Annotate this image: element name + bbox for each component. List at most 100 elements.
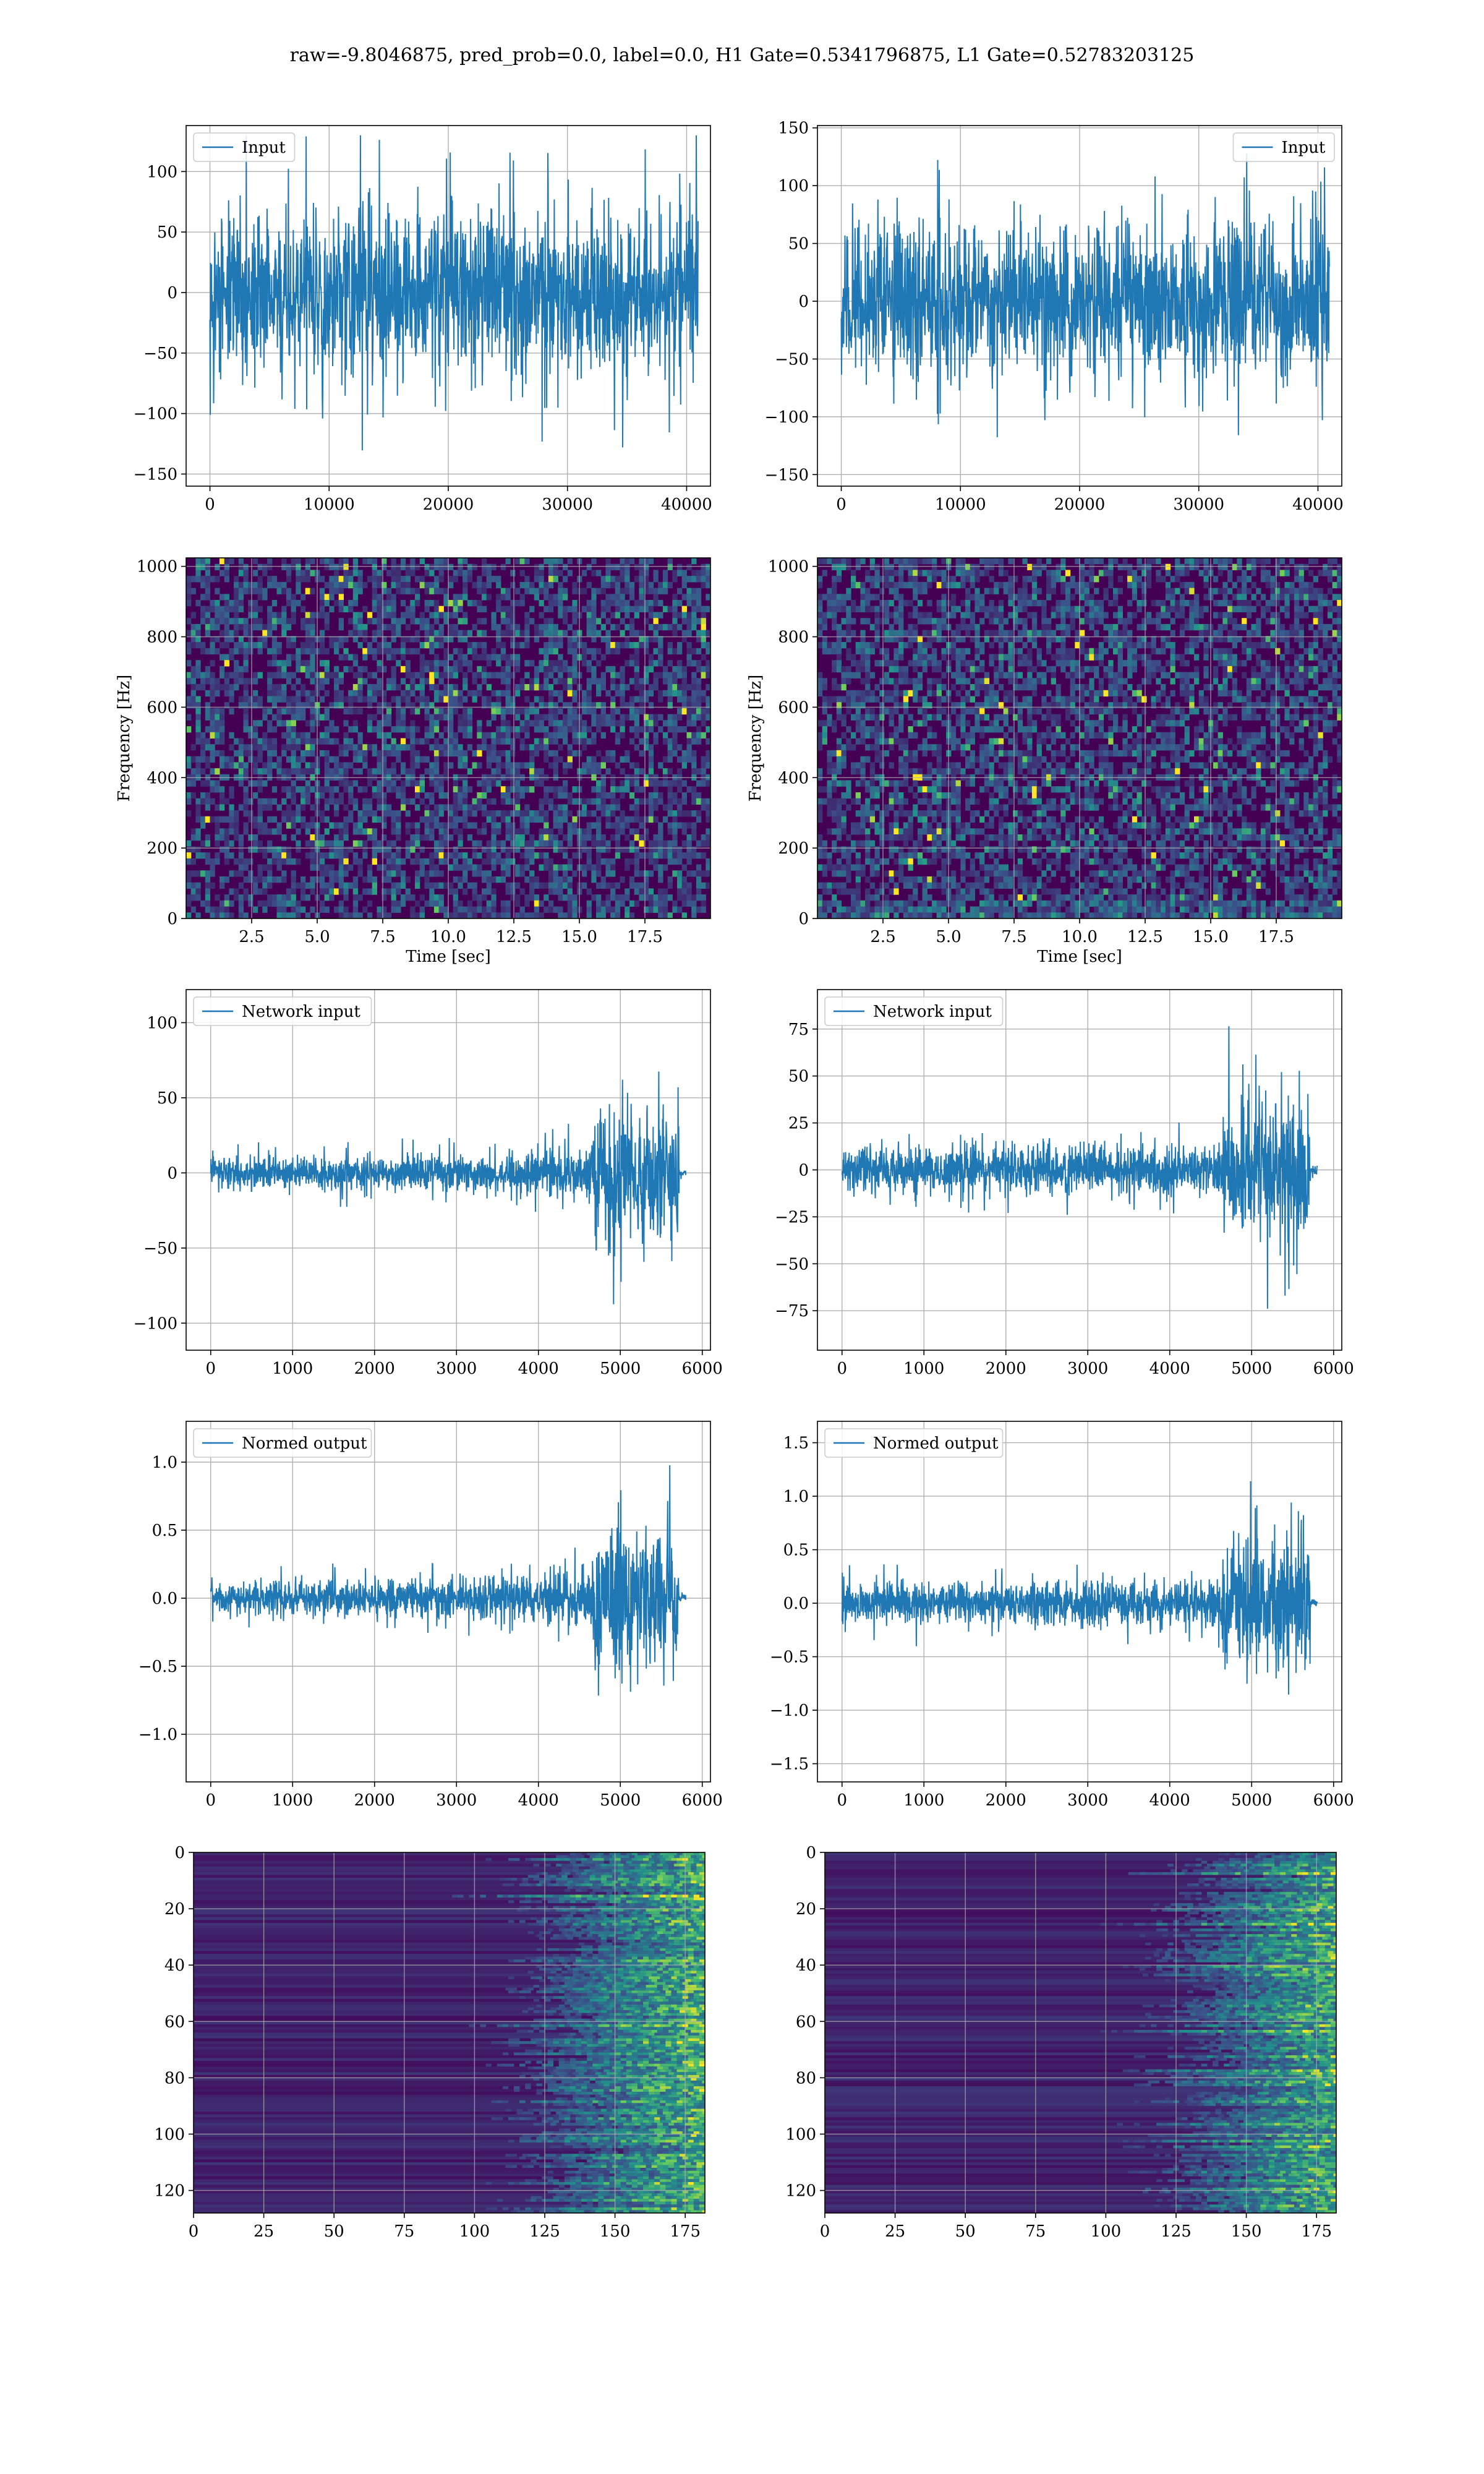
spectrogram-cell — [539, 666, 544, 673]
spectrogram-cell — [262, 594, 268, 601]
spectrogram-cell — [500, 563, 506, 570]
spectrogram-cell — [879, 600, 885, 607]
spectrogram-cell — [357, 708, 363, 715]
spectrogram-cell — [505, 594, 511, 601]
spectrogram-cell — [382, 702, 387, 709]
spectrogram-cell — [836, 654, 842, 661]
spectrogram-cell — [846, 888, 851, 895]
spectrogram-cell — [672, 570, 678, 576]
spectrogram-cell — [625, 834, 630, 841]
spectrogram-cell — [851, 864, 856, 871]
spectrogram-cell — [889, 666, 894, 673]
spectrogram-cell — [482, 648, 487, 655]
spectrogram-cell — [243, 804, 249, 811]
spectrogram-cell — [615, 600, 621, 607]
spectrogram-cell — [477, 744, 482, 751]
spectrogram-cell — [301, 708, 306, 715]
spectrogram-cell — [215, 906, 220, 913]
spectrogram-cell — [898, 666, 904, 673]
spectrogram-cell — [567, 720, 573, 727]
spectrogram-cell — [510, 708, 516, 715]
spectrogram-cell — [600, 804, 606, 811]
spectrogram-cell — [605, 882, 611, 889]
spectrogram-cell — [396, 744, 401, 751]
spectrogram-cell — [424, 822, 430, 829]
spectrogram-cell — [352, 654, 359, 661]
spectrogram-cell — [677, 588, 683, 594]
spectrogram-cell — [860, 816, 866, 823]
spectrogram-cell — [319, 810, 325, 817]
spectrogram-cell — [491, 888, 497, 895]
spectrogram-cell — [836, 750, 842, 757]
spectrogram-cell — [215, 726, 220, 733]
spectrogram-cell — [195, 810, 201, 817]
spectrogram-cell — [696, 768, 702, 775]
spectrogram-cell — [281, 750, 287, 757]
spectrogram-cell — [539, 804, 544, 811]
spectrogram-cell — [220, 720, 225, 727]
spectrogram-cell — [629, 581, 635, 589]
spectrogram-cell — [667, 684, 673, 691]
spectrogram-cell — [936, 623, 942, 631]
spectrogram-cell — [224, 690, 229, 697]
spectrogram-cell — [610, 804, 616, 811]
spectrogram-cell — [836, 558, 842, 565]
spectrogram-cell — [324, 894, 330, 901]
spectrogram-cell — [855, 864, 861, 871]
spectrogram-cell — [596, 840, 602, 847]
x-tick-label: 0 — [205, 495, 215, 514]
spectrogram-cell — [496, 768, 501, 775]
spectrogram-cell — [615, 786, 621, 793]
panels: 0 10000 20000 30000 40000−150−100−50050100In… — [115, 119, 1354, 2241]
spectrogram-cell — [234, 623, 239, 631]
spectrogram-cell — [667, 912, 673, 918]
spectrogram-cell — [827, 864, 832, 871]
spectrogram-cell — [234, 834, 239, 841]
spectrogram-cell — [372, 684, 377, 691]
spectrogram-cell — [296, 666, 301, 673]
spectrogram-cell — [927, 654, 932, 661]
spectrogram-cell — [400, 581, 406, 589]
spectrogram-cell — [681, 900, 687, 907]
spectrogram-cell — [319, 606, 325, 612]
spectrogram-cell — [243, 630, 249, 636]
spectrogram-cell — [534, 912, 540, 918]
spectrogram-cell — [898, 606, 904, 612]
spectrogram-cell — [396, 708, 401, 715]
spectrogram-cell — [276, 666, 282, 673]
spectrogram-cell — [903, 630, 909, 636]
spectrogram-cell — [922, 570, 927, 576]
spectrogram-cell — [391, 606, 396, 612]
spectrogram-cell — [205, 876, 211, 883]
spectrogram-cell — [558, 792, 563, 799]
spectrogram-cell — [276, 828, 282, 835]
spectrogram-cell — [324, 768, 330, 775]
spectrogram-cell — [257, 828, 263, 835]
spectrogram-cell — [686, 684, 692, 691]
spectrogram-cell — [271, 726, 278, 733]
spectrogram-cell — [639, 558, 644, 565]
spectrogram-cell — [443, 666, 449, 673]
spectrogram-cell — [605, 642, 611, 649]
spectrogram-cell — [548, 563, 554, 570]
spectrogram-cell — [362, 606, 368, 612]
spectrogram-cell — [190, 858, 196, 865]
spectrogram-cell — [301, 882, 306, 889]
spectrogram-cell — [634, 696, 639, 703]
spectrogram-cell — [662, 888, 668, 895]
spectrogram-cell — [486, 732, 492, 739]
spectrogram-cell — [296, 828, 301, 835]
spectrogram-cell — [348, 792, 354, 799]
spectrogram-cell — [941, 612, 947, 618]
spectrogram-cell — [653, 852, 659, 859]
spectrogram-cell — [472, 870, 477, 877]
spectrogram-cell — [319, 750, 325, 757]
spectrogram-cell — [567, 714, 573, 721]
spectrogram-cell — [600, 581, 606, 589]
spectrogram-cell — [486, 798, 492, 805]
spectrogram-cell — [424, 756, 430, 763]
spectrogram-cell — [860, 702, 866, 709]
spectrogram-cell — [291, 600, 296, 607]
spectrogram-cell — [329, 563, 335, 570]
